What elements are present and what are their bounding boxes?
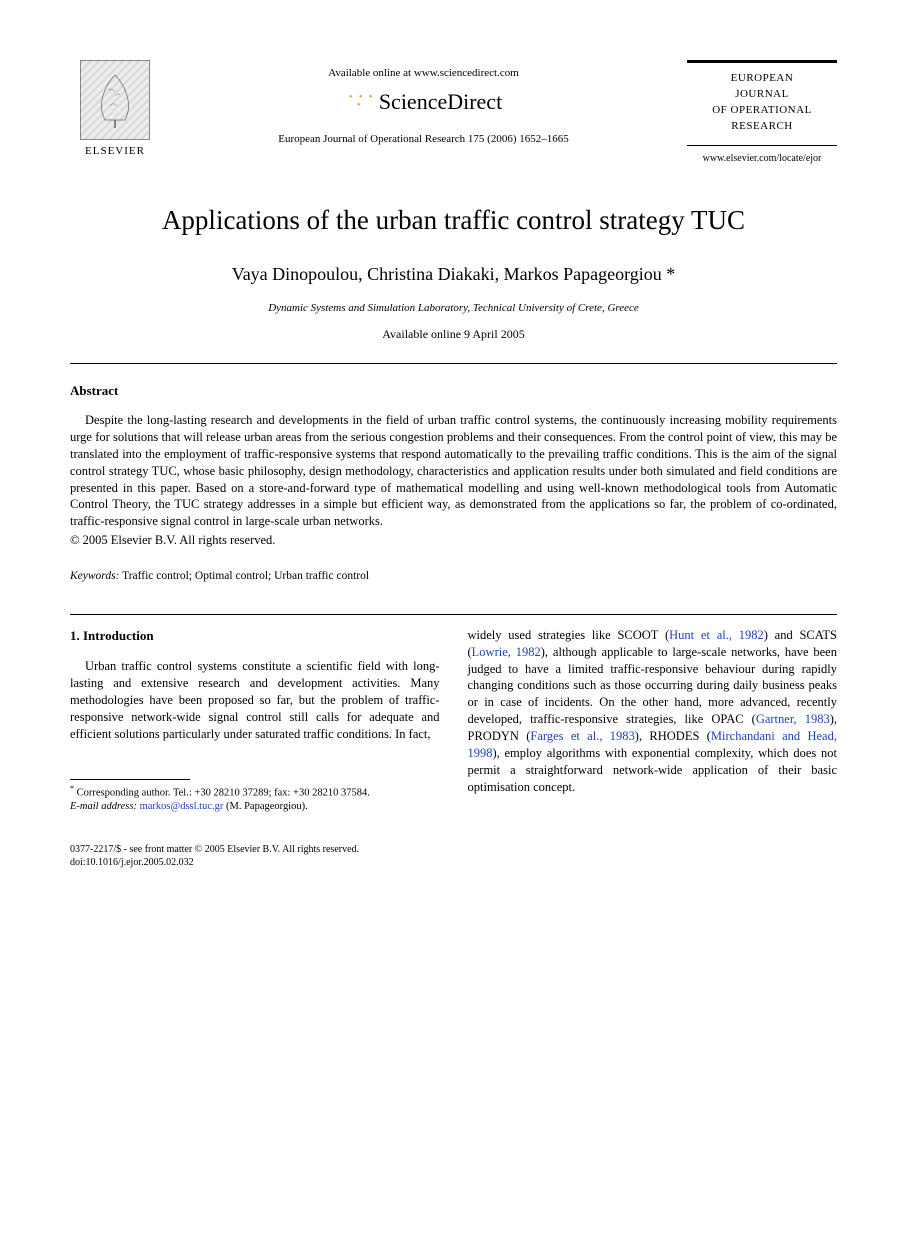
- avail-prefix: Available online at: [328, 67, 414, 79]
- journal-line1: EUROPEAN: [691, 71, 833, 87]
- intro-paragraph-left: Urban traffic control systems constitute…: [70, 658, 440, 742]
- sd-dots-icon: [345, 95, 375, 109]
- journal-title-box: EUROPEAN JOURNAL OF OPERATIONAL RESEARCH: [687, 60, 837, 146]
- divider-bottom: [70, 614, 837, 615]
- intro-paragraph-right: widely used strategies like SCOOT (Hunt …: [468, 627, 838, 796]
- left-column: 1. Introduction Urban traffic control sy…: [70, 627, 440, 815]
- ref-farges[interactable]: Farges et al., 1983: [530, 729, 634, 743]
- available-date: Available online 9 April 2005: [70, 326, 837, 343]
- email-label: E-mail address:: [70, 801, 137, 812]
- keywords-line: Keywords: Traffic control; Optimal contr…: [70, 568, 837, 584]
- keywords-text: Traffic control; Optimal control; Urban …: [119, 570, 369, 582]
- journal-line4: RESEARCH: [691, 119, 833, 135]
- footnote-star-icon: *: [70, 784, 74, 793]
- tree-icon: [90, 70, 140, 130]
- avail-url: www.sciencedirect.com: [414, 67, 519, 79]
- col2-t5: ), RHODES (: [635, 729, 711, 743]
- abstract-text: Despite the long-lasting research and de…: [70, 412, 837, 530]
- page-footer: 0377-2217/$ - see front matter © 2005 El…: [70, 843, 837, 869]
- authors: Vaya Dinopoulou, Christina Diakaki, Mark…: [70, 262, 837, 287]
- footer-copyright: 0377-2217/$ - see front matter © 2005 El…: [70, 843, 837, 856]
- available-online-text: Available online at www.sciencedirect.co…: [160, 66, 687, 81]
- footnote-rule: [70, 779, 190, 780]
- journal-url: www.elsevier.com/locate/ejor: [687, 152, 837, 166]
- journal-reference: European Journal of Operational Research…: [160, 132, 687, 147]
- journal-line3: OF OPERATIONAL: [691, 103, 833, 119]
- footer-doi: doi:10.1016/j.ejor.2005.02.032: [70, 856, 837, 869]
- abstract-heading: Abstract: [70, 382, 837, 400]
- right-column: widely used strategies like SCOOT (Hunt …: [468, 627, 838, 815]
- keywords-label: Keywords:: [70, 570, 119, 582]
- body-columns: 1. Introduction Urban traffic control sy…: [70, 627, 837, 815]
- header-row: ELSEVIER Available online at www.science…: [70, 60, 837, 166]
- journal-box-block: EUROPEAN JOURNAL OF OPERATIONAL RESEARCH…: [687, 60, 837, 166]
- abstract-copyright: © 2005 Elsevier B.V. All rights reserved…: [70, 532, 837, 550]
- section-1-heading: 1. Introduction: [70, 627, 440, 645]
- corresponding-text: Corresponding author. Tel.: +30 28210 37…: [77, 787, 370, 798]
- footnote-block: * Corresponding author. Tel.: +30 28210 …: [70, 784, 440, 815]
- col2-t1: widely used strategies like SCOOT (: [468, 628, 670, 642]
- col2-t6: ), employ algorithms with exponential co…: [468, 746, 838, 794]
- elsevier-tree-logo: [80, 60, 150, 140]
- email-name: (M. Papageorgiou).: [223, 801, 307, 812]
- journal-line2: JOURNAL: [691, 87, 833, 103]
- abstract-section: Abstract Despite the long-lasting resear…: [70, 382, 837, 550]
- corresponding-author: * Corresponding author. Tel.: +30 28210 …: [70, 784, 440, 801]
- elsevier-label: ELSEVIER: [85, 144, 145, 159]
- sd-brand-text: ScienceDirect: [379, 89, 502, 114]
- ref-hunt[interactable]: Hunt et al., 1982: [669, 628, 764, 642]
- sciencedirect-logo: ScienceDirect: [160, 87, 687, 118]
- ref-lowrie[interactable]: Lowrie, 1982: [472, 645, 541, 659]
- email-address[interactable]: markos@dssl.tuc.gr: [140, 801, 224, 812]
- affiliation: Dynamic Systems and Simulation Laborator…: [70, 301, 837, 316]
- center-header: Available online at www.sciencedirect.co…: [160, 60, 687, 148]
- ref-gartner[interactable]: Gartner, 1983: [756, 712, 830, 726]
- email-line: E-mail address: markos@dssl.tuc.gr (M. P…: [70, 800, 440, 814]
- article-title: Applications of the urban traffic contro…: [70, 202, 837, 240]
- divider-top: [70, 363, 837, 364]
- publisher-block: ELSEVIER: [70, 60, 160, 159]
